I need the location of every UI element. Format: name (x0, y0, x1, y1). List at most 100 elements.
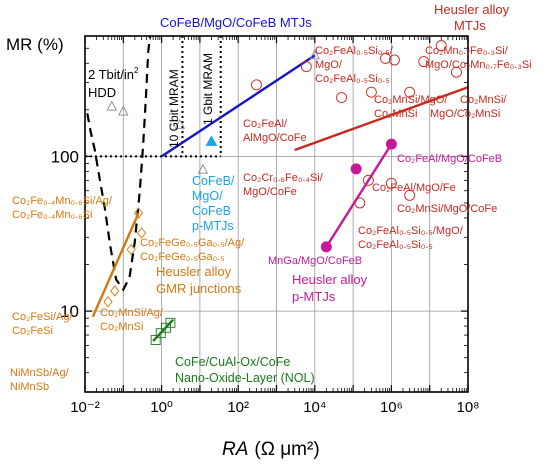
grid (85, 36, 468, 392)
point-heusler_mtj (365, 86, 377, 98)
trend-heusler_mtj (294, 86, 469, 152)
heusler-pmtj-label-2: p-MTJs (292, 289, 336, 304)
x-tick-label: 10⁰ (150, 399, 173, 416)
point-p_mtj-open (197, 163, 209, 174)
trend-gmr (91, 212, 140, 318)
point-heusler_mtj (404, 86, 416, 98)
ann-cofeal-almgo-1: Co₂FeAl/ (243, 118, 288, 130)
ann-cocrfesi-1: Co₂Cr₀.₆Fe₀.₄Si/ (243, 172, 324, 184)
nol-label-2: Nano-Oxide-Layer (NOL) (175, 371, 315, 385)
x-axis-label: RA (Ω μm²) (222, 439, 320, 460)
point-heusler_mtj (300, 61, 312, 73)
ann-nimnsb-2: NiMnSb (10, 381, 49, 393)
gmr-label-1: Heusler alloy (156, 264, 232, 279)
hdd-label-sup: 2 (134, 66, 139, 75)
ann-comnsi-b-2: MgO/Co₂MnSi (430, 108, 500, 120)
point-heusler_mtj (451, 66, 462, 78)
data-points (103, 40, 462, 345)
ann-cofealsi-b-2: Co₂FeAl₀.₅Si₀.₅ (358, 239, 433, 251)
pmtj-label-3: CoFeB (192, 204, 231, 218)
heusler-pmtj-label-1: Heusler alloy (292, 272, 368, 287)
mram10-label: 10 Gbit MRAM (167, 69, 181, 148)
pmtj-label-2: MgO/ (192, 189, 223, 203)
ann-cofemnsi-1: Co₂Fe₀.₄Mn₀.₆Si/Ag/ (12, 195, 113, 207)
heusler-mtj-title-1: Heusler alloy (434, 2, 510, 17)
ann-comnsi-a-1: Co₂MnSi/MgO/ (374, 94, 448, 106)
point-heusler_pmtj (385, 138, 397, 150)
point-gmr (136, 227, 147, 239)
ann-comnfesi-2: MgO/Co₂Mn₀.₇Fe₀.₃Si (425, 59, 532, 71)
y-tick-label: 10 (60, 302, 79, 321)
ann-comnfesi-1: Co₂Mn₀.₇Fe₀.₃Si/ (425, 45, 509, 57)
ann-cofealsi-b-1: Co₂FeAl₀.₅Si₀.₅/MgO/ (358, 225, 464, 237)
point-p_mtj (205, 135, 218, 146)
thresholds (85, 36, 222, 158)
point-heusler_mtj (385, 177, 397, 189)
point-gmr (103, 295, 113, 308)
ann-comnsi-a-2: Co₂MnSi (374, 108, 417, 120)
point-gmr (133, 207, 144, 219)
heusler-mtj-title-2: MTJs (454, 18, 486, 33)
point-p_mtj-open (118, 105, 129, 116)
point-cofeb_mtj (309, 49, 321, 60)
x-axis-label-unit: (Ω μm²) (254, 439, 319, 460)
ann-nimnsb-1: NiMnSb/Ag/ (10, 367, 70, 379)
point-nol (150, 335, 161, 345)
point-heusler_mtj (354, 197, 366, 209)
pmtj-label-1: CoFeB/ (192, 174, 235, 188)
point-nol (165, 317, 176, 328)
ann-cofeal-cofeb: Co₂FeAl/MgO/CoFeB (397, 153, 502, 165)
point-p_mtj-open (106, 100, 118, 111)
hdd-label-1: 2 Tbit/in2 (88, 66, 139, 82)
point-heusler_mtj (418, 56, 430, 68)
x-tick-label: 10⁻² (70, 399, 100, 416)
trend-cofeb_mtj (160, 54, 316, 158)
ann-cofealsi-3: Co₂FeAl₀.₅Si₀.₅ (315, 73, 390, 85)
point-heusler_mtj (404, 189, 416, 201)
point-gmr (126, 243, 136, 256)
x-tick-label: 10⁶ (380, 399, 403, 416)
point-gmr (110, 285, 120, 297)
x-tick-label: 10⁴ (303, 399, 326, 416)
point-nol (155, 328, 166, 339)
ann-cofemnsi-2: Co₂Fe₀.₄Mn₀.₆Si (12, 209, 92, 221)
ann-cofegega-1: Co₂FeGe₀.₅Ga₀.₅/Ag/ (140, 237, 245, 249)
mram1-label: 1 Gbit MRAM (201, 53, 215, 125)
y-tick-label: 100 (51, 147, 79, 166)
point-heusler_mtj (336, 92, 348, 104)
x-tick-label: 10⁸ (456, 399, 479, 416)
ann-cofealsi-1: Co₂FeAl₀.₅Si₀.₅/ (315, 45, 394, 57)
point-heusler_mtj (380, 52, 391, 64)
ticks: 10⁻² 10⁰ 10² 10⁴ 10⁶ 10⁸ 10 100 (51, 35, 480, 416)
pmtj-label-4: p-MTJs (192, 219, 234, 233)
ann-cofeal-almgo-2: AlMgO/CoFe (243, 132, 307, 144)
ann-comnsiag-1: Co₂MnSi/Ag/ (100, 307, 164, 319)
hdd-curve (86, 35, 152, 292)
ann-cofesi-1: Co₂FeSi/Ag/ (12, 311, 73, 323)
hdd-line (86, 35, 152, 292)
y-axis-label: MR (%) (6, 35, 64, 54)
hdd-label-2: HDD (88, 85, 116, 100)
ann-cofeal-fe: Co₂FeAl/MgO/Fe (372, 182, 456, 194)
gmr-label-2: GMR junctions (156, 281, 242, 296)
ann-cofesi-2: Co₂FeSi (12, 325, 53, 337)
ann-comnsiag-2: Co₂MnSi (100, 321, 143, 333)
ann-cofealsi-2: MgO/ (315, 59, 343, 71)
ann-comnsi-b-1: Co₂MnSi/ (460, 94, 507, 106)
point-heusler_pmtj (320, 241, 332, 253)
trend-lines (91, 54, 469, 342)
ann-comnsi-cofe: Co₂MnSi/MgO/CoFe (397, 203, 497, 215)
point-p_mtj-open (174, 118, 186, 129)
point-heusler_mtj (388, 54, 400, 66)
trend-heusler_pmtj (325, 143, 393, 248)
point-heusler_mtj (251, 79, 262, 91)
point-heusler_pmtj (350, 163, 362, 175)
ann-cocrfesi-2: MgO/CoFe (243, 186, 297, 198)
cofeb-mtj-title: CoFeB/MgO/CoFeB MTJs (160, 15, 312, 30)
point-heusler_mtj (362, 174, 374, 186)
ann-cofegega-2: Co₂FeGe₀.₅Ga₀.₅ (140, 251, 225, 263)
point-heusler_mtj (435, 40, 447, 52)
x-axis-label-var: RA (222, 439, 248, 460)
x-tick-label: 10² (227, 399, 249, 416)
